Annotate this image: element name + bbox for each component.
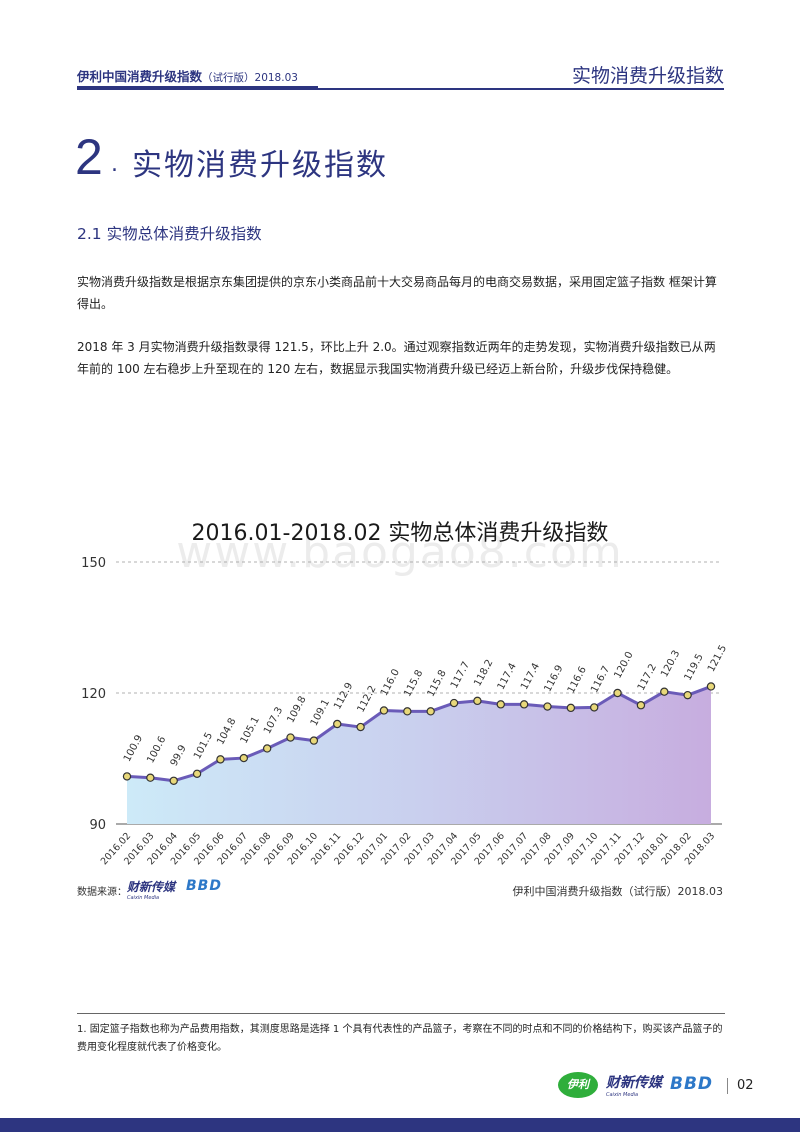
caixin-logo-text: 财新传媒	[127, 880, 176, 894]
data-label: 120.3	[659, 649, 682, 679]
y-tick-label: 90	[89, 818, 106, 833]
source-label: 数据来源：	[77, 887, 127, 898]
data-label: 119.5	[683, 652, 706, 682]
data-point	[496, 700, 505, 709]
data-label: 116.6	[566, 665, 589, 695]
data-label: 120.0	[612, 650, 635, 680]
data-label: 117.2	[636, 662, 659, 692]
data-label: 115.8	[402, 668, 425, 698]
header-divider	[77, 88, 724, 90]
watermark: www.baogao8.com	[176, 527, 624, 578]
yili-logo: 伊利	[558, 1072, 598, 1098]
data-label: 112.9	[332, 681, 355, 711]
data-point	[356, 722, 365, 732]
data-label: 121.5	[706, 643, 729, 673]
y-tick-label: 120	[81, 687, 106, 702]
data-point	[122, 772, 132, 781]
paragraph: 实物消费升级指数是根据京东集团提供的京东小类商品前十大交易商品每月的电商交易数据…	[77, 275, 717, 311]
page-number: 02	[737, 1078, 754, 1093]
chart-credit: 伊利中国消费升级指数（试行版）2018.03	[512, 885, 724, 898]
data-point	[590, 703, 599, 712]
report-edition: （试行版）2018.03	[202, 72, 298, 84]
footer-separator	[727, 1078, 728, 1094]
data-label: 112.2	[356, 684, 379, 714]
data-point	[169, 776, 178, 785]
data-label: 117.7	[449, 660, 472, 690]
data-label: 109.1	[309, 698, 332, 728]
data-label: 116.9	[542, 663, 565, 693]
data-label: 109.8	[285, 694, 308, 724]
data-point	[566, 703, 576, 713]
data-label: 100.9	[122, 733, 145, 763]
y-tick-label: 150	[81, 556, 106, 571]
chart-title: 2016.01-2018.02 实物总体消费升级指数	[191, 521, 609, 546]
data-point	[309, 736, 319, 745]
data-point	[473, 696, 482, 706]
footer-band	[0, 1118, 800, 1132]
section-number-dot: .	[111, 152, 118, 177]
report-name: 伊利中国消费升级指数（试行版）2018.03	[77, 66, 298, 85]
data-point	[543, 702, 552, 711]
caixin-footer-logo: 财新传媒 Caixin Media	[606, 1072, 662, 1098]
data-point	[683, 690, 692, 700]
data-point	[262, 744, 272, 753]
bbd-footer-logo: BBD	[670, 1074, 714, 1094]
section-title: 实物消费升级指数	[132, 148, 388, 183]
data-point	[239, 753, 248, 763]
header-section-name: 实物消费升级指数	[571, 65, 724, 87]
data-label: 107.3	[262, 705, 285, 735]
data-point	[379, 706, 389, 715]
bbd-logo: BBD	[186, 878, 222, 894]
caixin-logo-en: Caixin Media	[127, 895, 160, 901]
line-area-chart: 100.9 100.6 99.9 101.5 104.8 105.1 107.3 109.8 1…	[81, 556, 729, 867]
data-point	[286, 733, 295, 742]
report-name-text: 伊利中国消费升级指数	[77, 69, 203, 84]
data-label: 118.2	[472, 658, 495, 688]
data-point	[660, 687, 669, 696]
data-point	[333, 719, 342, 729]
data-point	[146, 773, 155, 782]
footnote-divider	[77, 1013, 725, 1014]
subsection-title: 2.1 实物总体消费升级指数	[77, 225, 262, 243]
footnote: 1. 固定篮子指数也称为产品费用指数，其测度思路是选择 1 个具有代表性的产品篮…	[77, 1024, 723, 1053]
data-label: 99.9	[169, 743, 189, 768]
section-number: 2	[75, 129, 103, 185]
data-label: 104.8	[215, 716, 238, 746]
caixin-footer-text: 财新传媒	[606, 1075, 662, 1091]
data-point	[449, 698, 459, 708]
caixin-footer-en: Caixin Media	[606, 1092, 639, 1098]
data-point	[636, 701, 646, 710]
header-accent-bar	[77, 86, 318, 90]
data-label: 105.1	[239, 715, 262, 745]
paragraph: 2018 年 3 月实物消费升级指数录得 121.5，环比上升 2.0。通过观察…	[77, 340, 716, 376]
data-label: 117.4	[519, 661, 542, 691]
data-label: 117.4	[496, 661, 519, 691]
data-point	[613, 688, 622, 698]
data-label: 100.6	[145, 735, 168, 765]
series-area	[127, 686, 711, 824]
data-label: 116.7	[589, 664, 612, 694]
data-point	[519, 700, 529, 709]
data-point	[216, 755, 225, 764]
data-point	[403, 707, 412, 716]
data-label: 115.8	[426, 668, 449, 698]
data-point	[706, 682, 716, 691]
caixin-logo: 财新传媒 Caixin Media	[127, 878, 175, 901]
data-point	[426, 707, 435, 716]
data-label: 101.5	[192, 731, 215, 761]
data-point	[192, 769, 202, 778]
